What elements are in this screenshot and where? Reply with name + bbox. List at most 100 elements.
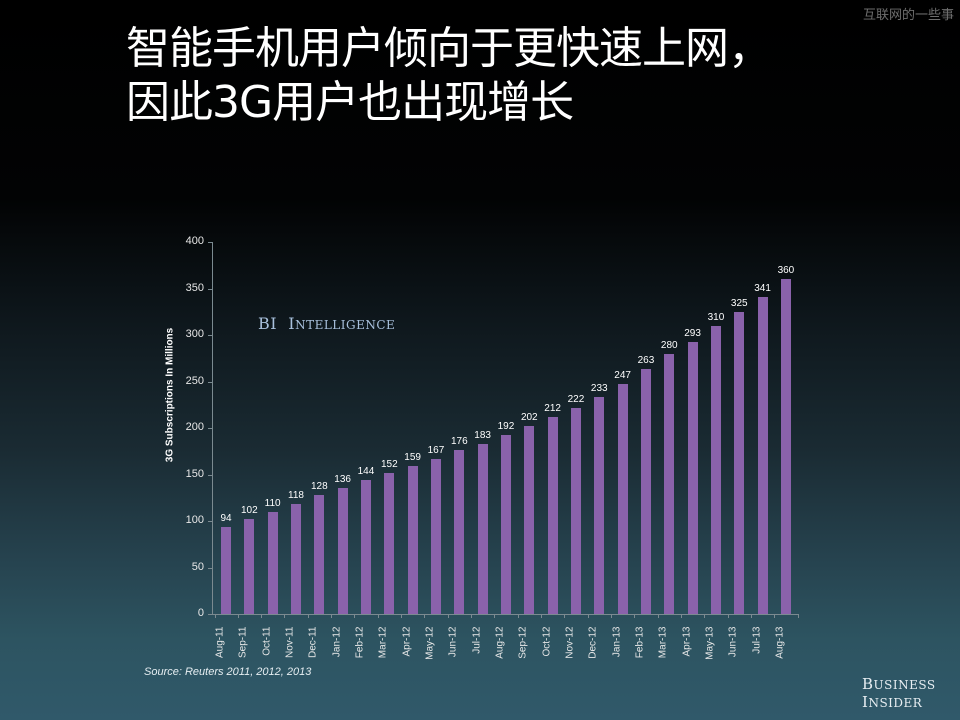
y-tick-label: 100 <box>185 514 204 526</box>
x-tick-mark <box>214 614 216 618</box>
y-tick-label: 300 <box>185 328 204 340</box>
x-tick-label: Sep-11 <box>237 626 249 659</box>
y-tick-label: 250 <box>185 374 204 387</box>
bar <box>314 494 325 614</box>
bar <box>617 384 628 614</box>
bar-value-label: 176 <box>450 436 468 448</box>
bar <box>640 369 651 614</box>
source-note: Source: Reuters 2011, 2012, 2013 <box>144 666 312 678</box>
x-tick-label: May-13 <box>704 626 716 660</box>
x-tick-mark <box>377 614 379 618</box>
x-tick-mark <box>307 614 309 618</box>
bar <box>570 407 581 614</box>
x-tick-mark <box>704 614 706 618</box>
y-tick-label: 350 <box>185 281 204 294</box>
bar <box>594 397 605 614</box>
bar <box>734 311 745 614</box>
bar-value-label: 183 <box>474 429 491 441</box>
bar-value-label: 222 <box>567 393 585 405</box>
x-tick-label: Jan-13 <box>611 626 623 658</box>
x-tick-label: Nov-12 <box>564 626 576 659</box>
y-tick-mark <box>208 242 212 243</box>
x-tick-label: Mar-13 <box>657 626 669 659</box>
bar <box>384 472 395 614</box>
logo-nsider: NSIDER <box>868 696 923 710</box>
x-tick-label: Oct-11 <box>261 626 273 656</box>
x-tick-label: Oct-12 <box>541 626 553 657</box>
bar-value-label: 144 <box>357 466 375 478</box>
bar-value-label: 202 <box>520 412 538 424</box>
bar <box>524 426 535 614</box>
bar <box>290 504 301 614</box>
x-tick-mark <box>751 614 753 618</box>
bar <box>267 511 278 614</box>
x-tick-mark <box>657 614 659 618</box>
bar <box>430 458 441 614</box>
bar-value-label: 212 <box>544 402 561 414</box>
page-title: 智能手机用户倾向于更快速上网， 因此3G用户也出现增长 <box>126 22 772 130</box>
bar-value-label: 167 <box>427 444 445 456</box>
bar-value-label: 192 <box>497 421 515 433</box>
x-tick-label: Feb-12 <box>354 626 366 659</box>
logo-usiness: USINESS <box>873 678 936 692</box>
bar-value-label: 280 <box>660 339 678 351</box>
bar-value-label: 118 <box>288 490 304 502</box>
x-tick-label: Jun-12 <box>447 626 459 658</box>
x-tick-label: Feb-13 <box>634 626 646 659</box>
x-tick-label: Apr-12 <box>401 626 413 657</box>
bar-value-label: 110 <box>264 497 281 509</box>
x-tick-label: Jul-12 <box>471 626 483 654</box>
bar-value-label: 152 <box>380 458 398 470</box>
x-tick-mark <box>634 614 636 618</box>
x-tick-mark <box>354 614 356 618</box>
x-tick-label: Aug-13 <box>774 626 786 659</box>
bar <box>547 416 558 614</box>
y-tick-mark <box>208 335 212 336</box>
x-tick-mark <box>331 614 333 618</box>
y-tick-label: 150 <box>185 467 204 480</box>
x-axis-line <box>212 614 798 615</box>
bar-value-label: 94 <box>220 512 232 524</box>
bar <box>454 450 465 614</box>
y-tick-mark <box>208 381 212 383</box>
x-tick-label: Nov-11 <box>284 626 296 659</box>
x-tick-mark <box>447 614 449 618</box>
y-tick-label: 0 <box>197 607 204 619</box>
bar-value-label: 341 <box>754 282 771 294</box>
x-tick-mark <box>261 614 263 618</box>
y-tick-label: 200 <box>185 421 204 433</box>
title-line-1: 智能手机用户倾向于更快速上网， <box>126 23 772 74</box>
bar <box>757 296 768 614</box>
bar-value-label: 233 <box>590 383 608 395</box>
bar-value-label: 102 <box>240 505 258 517</box>
x-tick-mark <box>424 614 426 618</box>
brand-intelligence-rest: NTELLIGENCE <box>295 318 396 332</box>
x-tick-label: Aug-12 <box>494 626 506 659</box>
business-insider-logo: BUSINESS INSIDER <box>862 676 936 712</box>
bar-value-label: 360 <box>777 265 795 277</box>
y-tick-mark <box>208 474 212 476</box>
y-tick-label: 400 <box>185 235 204 247</box>
bar-value-label: 293 <box>684 327 701 339</box>
x-tick-label: Jun-13 <box>727 626 739 658</box>
y-tick-mark <box>208 288 212 290</box>
y-axis-title: 3G Subscriptions In Millions <box>164 327 176 463</box>
x-tick-label: Apr-13 <box>681 626 693 657</box>
y-tick-mark <box>208 567 212 569</box>
y-tick-mark <box>208 428 212 429</box>
bar <box>337 487 348 614</box>
bar <box>477 443 488 614</box>
brand-intelligence-initial: I <box>288 314 296 333</box>
logo-b: B <box>862 675 874 693</box>
logo-i: I <box>862 693 869 711</box>
x-tick-mark <box>611 614 613 618</box>
x-tick-label: Dec-11 <box>307 626 319 659</box>
x-tick-mark <box>541 614 543 618</box>
x-tick-mark <box>774 614 776 618</box>
x-tick-mark <box>517 614 519 618</box>
x-tick-label: May-12 <box>424 626 436 660</box>
bar-value-label: 136 <box>334 473 351 485</box>
brand-bi: BI <box>258 314 278 333</box>
x-tick-mark <box>494 614 496 618</box>
